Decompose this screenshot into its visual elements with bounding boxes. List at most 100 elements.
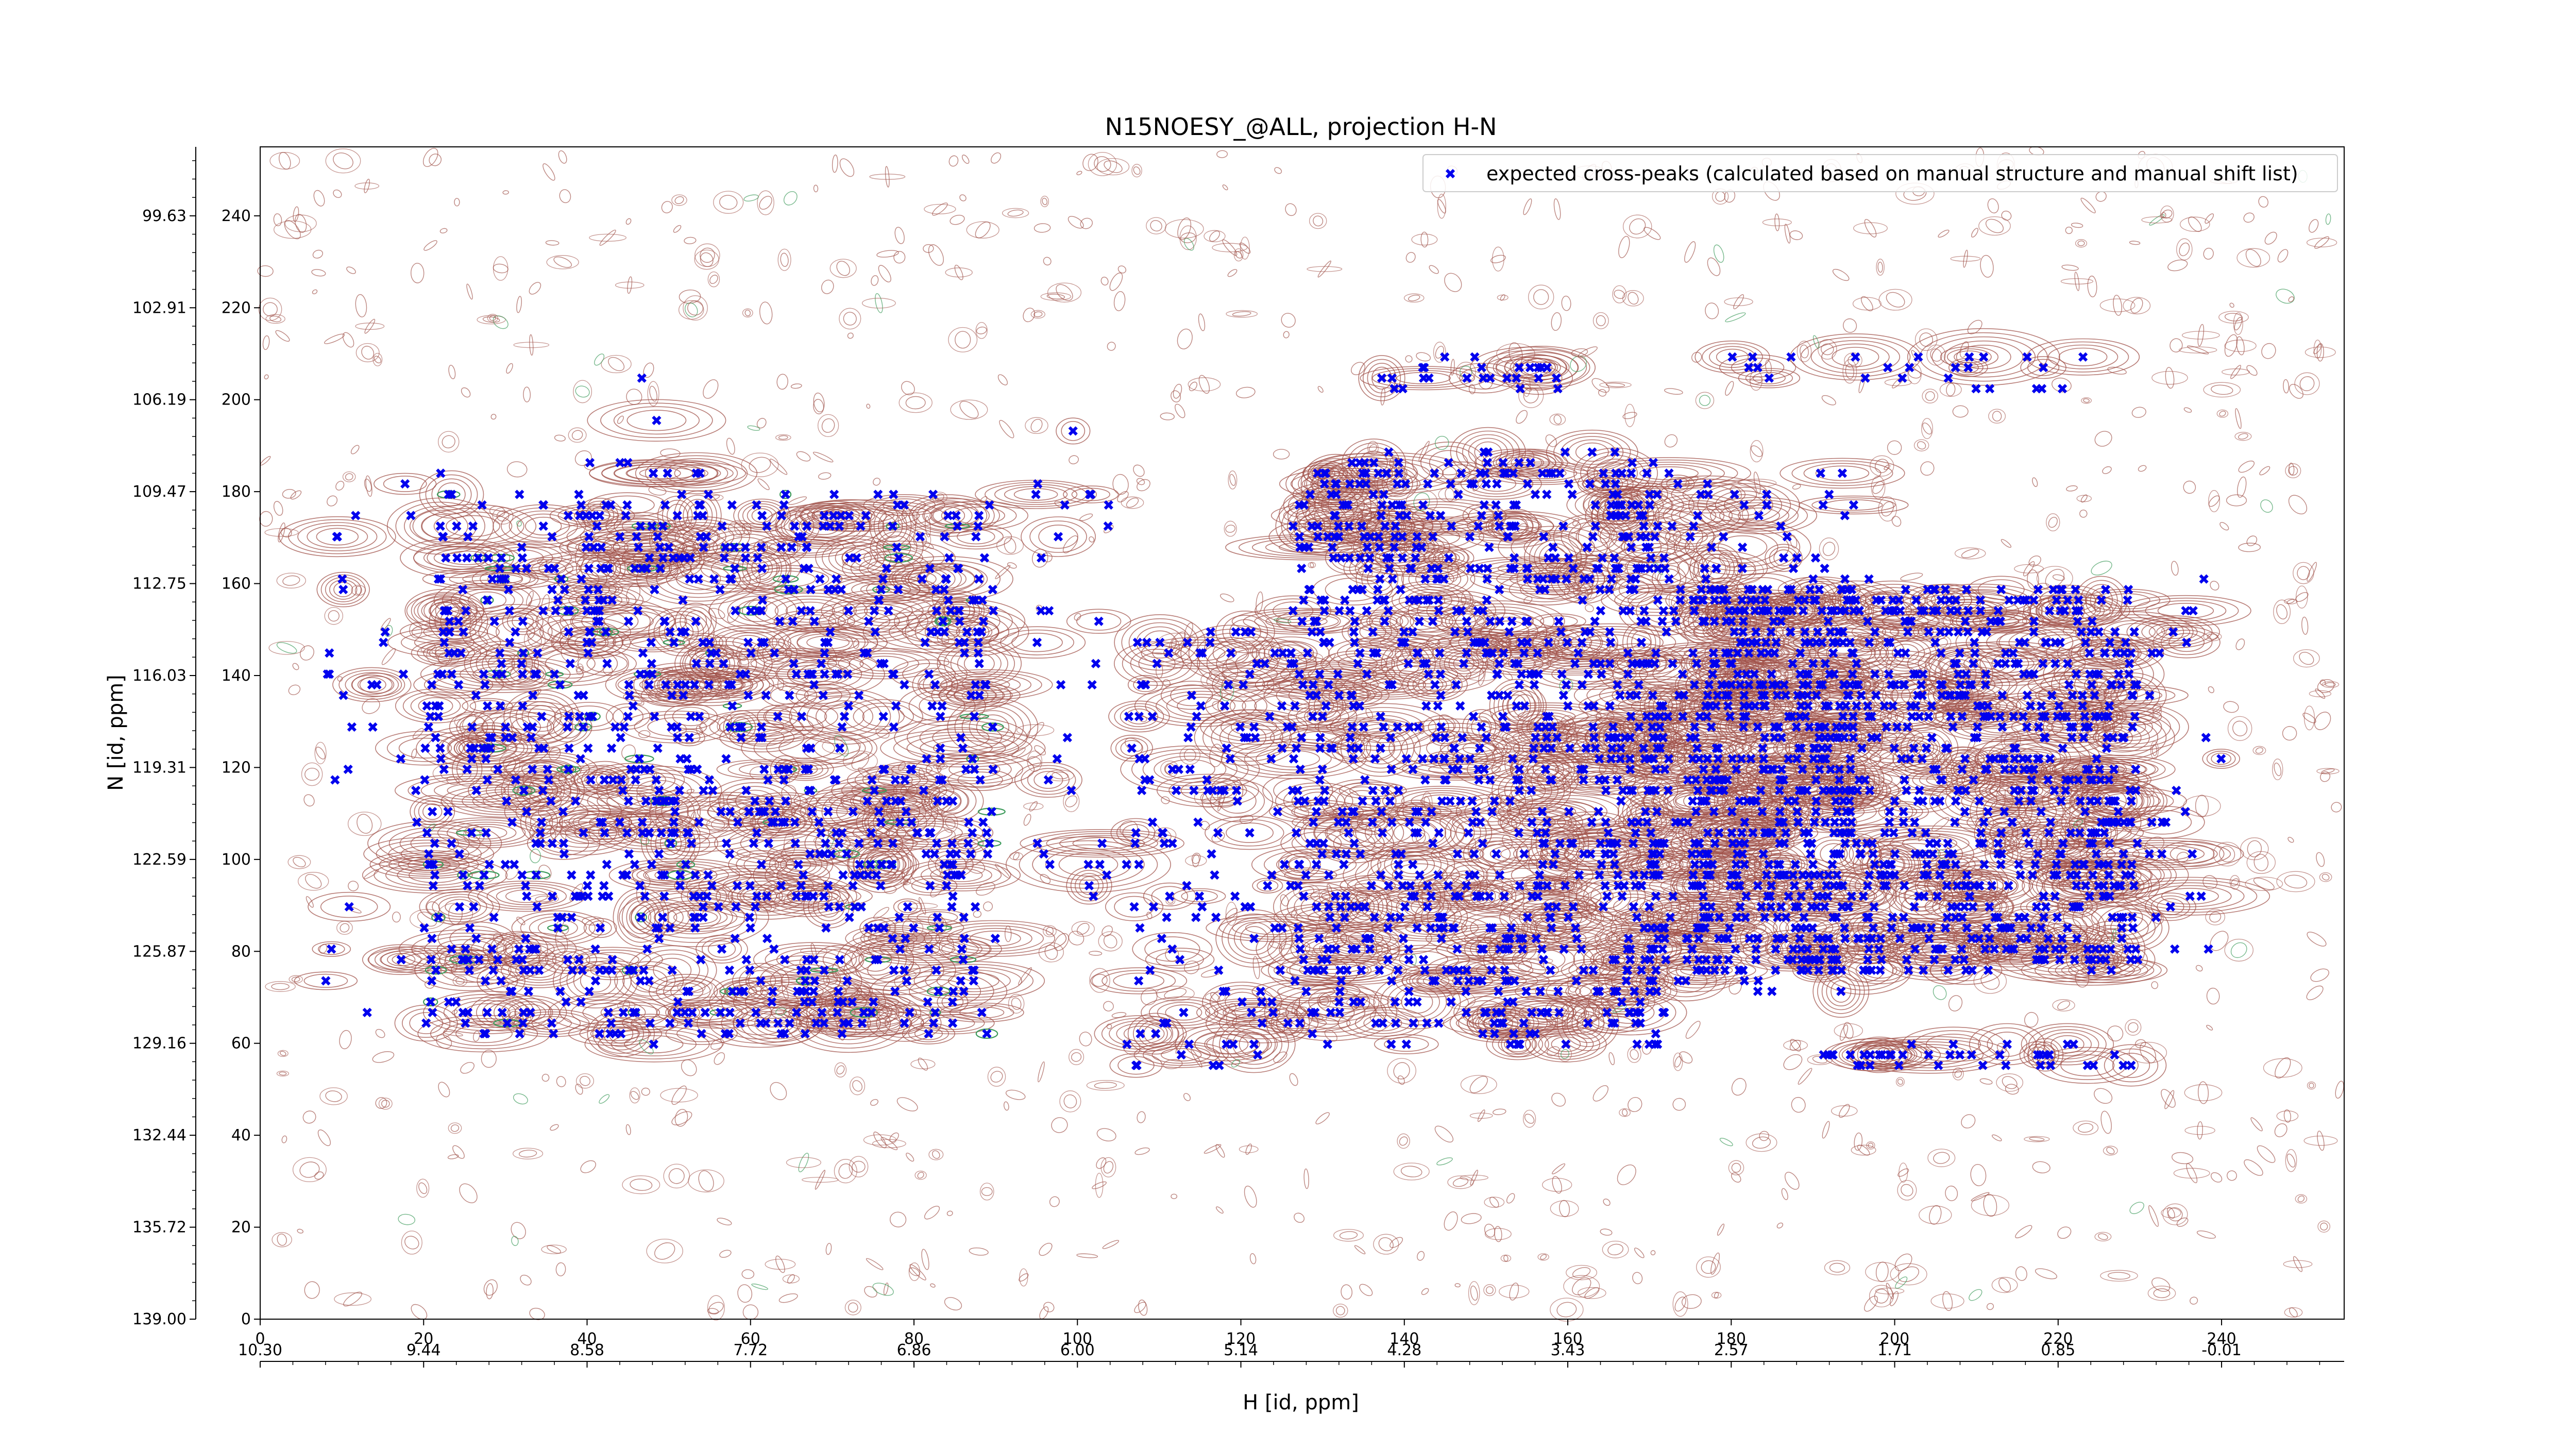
negative-contour-line [1933,985,1947,1000]
noise-contour-line [483,1279,498,1296]
contour-line [613,706,643,727]
contour-line [640,683,703,707]
noise-contour-line [2276,1110,2299,1122]
noise-contour-line [2002,1076,2018,1089]
contour-line [802,732,877,764]
noise-contour-line [452,1145,465,1159]
contour-line [476,647,527,680]
noise-contour-line [2029,1137,2045,1141]
contour-line [1021,765,1076,795]
contour-line [774,598,846,623]
noise-contour-line [757,478,770,491]
contour-line [464,641,539,686]
noise-contour-line [325,1090,342,1102]
noise-contour-line [1100,277,1109,285]
contour-line [664,461,728,485]
contour-line [672,706,710,727]
noise-contour-line [1192,854,1200,868]
contour-line [811,502,887,529]
contour-line [459,709,552,745]
noise-contour-line [1875,1287,1905,1294]
contour-line [626,465,708,481]
noise-contour-line [1434,1125,1454,1143]
noise-contour-line [1731,1078,1747,1096]
contour-line [702,937,742,961]
contour-line [351,675,393,695]
noise-contour-line [1952,405,1969,418]
noise-contour-line [921,1249,929,1270]
contour-line [751,508,773,523]
contour-line [783,612,846,631]
contour-line [614,515,668,537]
noise-contour-line [291,976,300,982]
contour-line [598,816,701,850]
contour-line [694,646,727,660]
noise-contour-line [1792,484,1801,490]
contour-line [954,701,1031,753]
noise-contour-line [2001,539,2012,548]
noise-contour-line [1484,1197,1505,1208]
contour-line [586,763,685,797]
contour-line [434,781,519,800]
noise-contour-line [1572,1267,1591,1278]
noise-contour-line [319,1087,348,1105]
noise-contour-line [1351,362,1365,376]
negative-contour-line [513,1093,528,1105]
contour-line [469,700,505,712]
noise-contour-line [1215,1206,1224,1214]
contour-line [1014,762,1082,798]
contour-line [619,887,769,947]
contour-line [939,594,980,628]
contour-line [853,598,924,624]
noise-contour-line [336,921,353,935]
contour-line [1061,421,1086,441]
contour-line [675,602,717,640]
contour-line [511,910,605,946]
noise-contour-line [279,1071,287,1076]
contour-line [431,478,472,511]
contour-line [521,701,562,732]
noise-contour-line [1315,1112,1330,1124]
noise-contour-line [959,401,979,418]
noise-contour-line [2079,510,2088,518]
noise-contour-line [1607,1243,1623,1256]
contour-line [1033,771,1063,789]
noise-contour-line [1914,328,1938,351]
negative-contour-line [1969,1289,1982,1301]
contour-line [362,856,508,894]
noise-contour-line [871,275,879,286]
noise-contour-line [861,298,896,309]
contour-line [387,953,416,967]
contour-line [613,406,700,435]
noise-contour-line [2046,513,2060,532]
noise-contour-line [1970,1164,1987,1186]
noise-contour-line [1991,1277,2018,1293]
contour-line [653,957,692,983]
contour-line [511,641,629,686]
noise-contour-line [2065,226,2073,234]
noise-contour-line [687,300,704,316]
noise-contour-line [1983,1194,1997,1217]
noise-contour-line [2190,1296,2198,1305]
contour-line [931,679,1011,712]
noise-contour-line [776,374,788,390]
contour-line [507,1001,553,1024]
noise-contour-line [523,386,531,402]
noise-contour-line [2285,1149,2297,1172]
contour-line [553,953,638,1008]
noise-contour-line [853,639,859,649]
noise-contour-line [429,154,442,166]
contour-line [567,538,620,557]
contour-line [581,765,628,795]
noise-contour-line [894,227,905,244]
contour-line [446,515,500,537]
noise-contour-line [759,301,773,325]
noise-contour-line [1341,1284,1353,1300]
contour-line [1045,848,1132,881]
noise-contour-line [1762,218,1792,226]
noise-contour-line [447,1154,459,1159]
contour-line [317,943,345,955]
noise-contour-line [870,1099,878,1106]
noise-contour-line [1054,933,1069,951]
contour-line [807,504,860,526]
